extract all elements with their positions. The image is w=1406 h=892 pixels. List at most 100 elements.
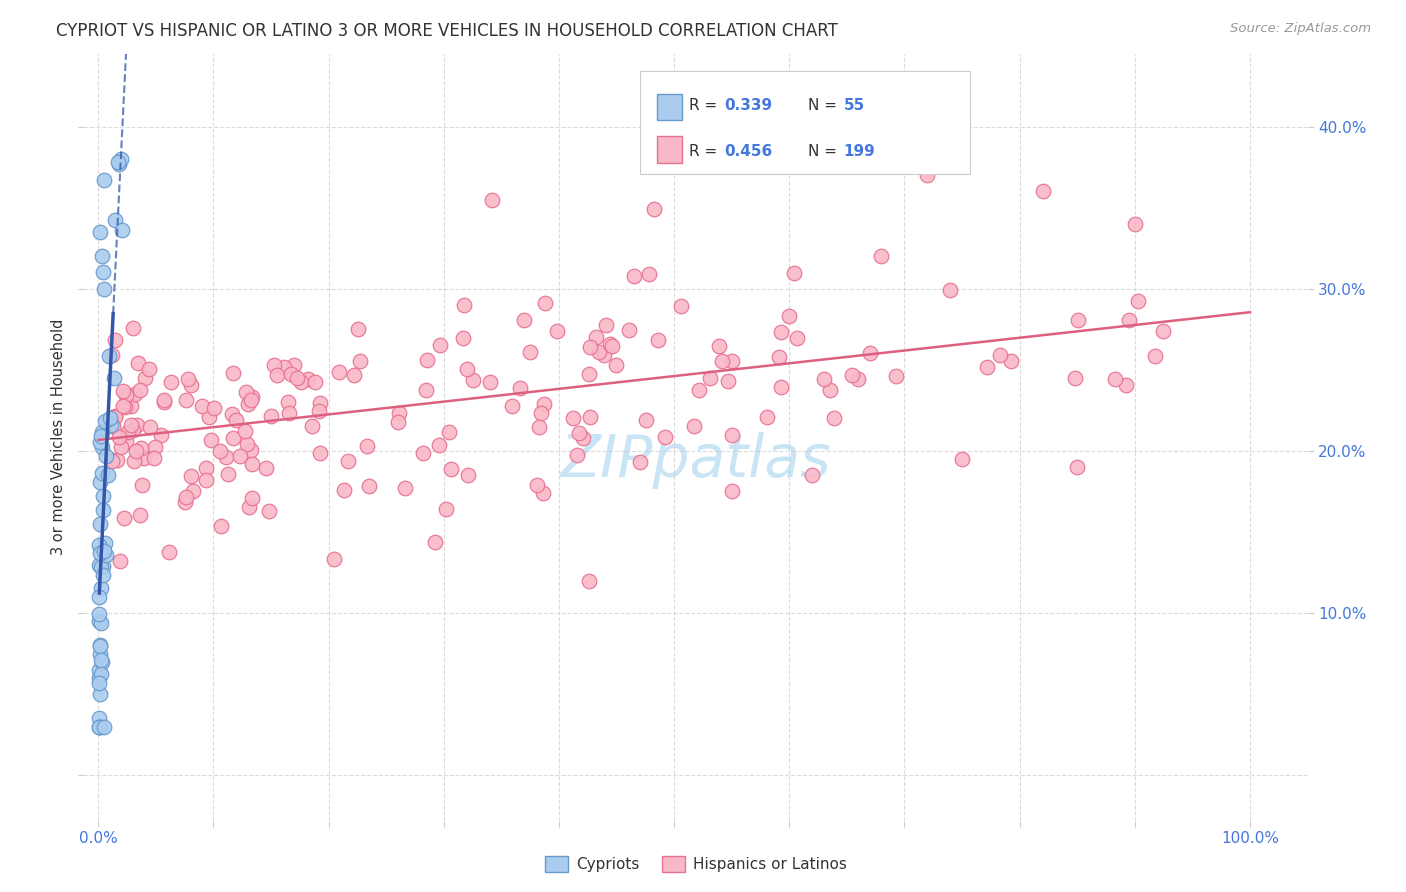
Point bbox=[107, 154, 129, 169]
Point bbox=[233, 424, 256, 438]
Point bbox=[104, 334, 127, 348]
Point bbox=[617, 323, 640, 337]
Point bbox=[481, 193, 503, 207]
Point bbox=[640, 144, 662, 158]
Point bbox=[89, 720, 111, 734]
Point bbox=[89, 590, 111, 604]
Point bbox=[600, 339, 623, 353]
Point bbox=[134, 371, 156, 385]
Point bbox=[180, 378, 202, 392]
Point bbox=[579, 340, 602, 354]
Point bbox=[240, 393, 263, 408]
Point bbox=[768, 350, 790, 364]
Point bbox=[434, 502, 457, 516]
Point bbox=[138, 420, 160, 434]
Point bbox=[1115, 378, 1137, 392]
Text: CYPRIOT VS HISPANIC OR LATINO 3 OR MORE VEHICLES IN HOUSEHOLD CORRELATION CHART: CYPRIOT VS HISPANIC OR LATINO 3 OR MORE … bbox=[56, 22, 838, 40]
Point bbox=[283, 358, 305, 372]
Point bbox=[221, 407, 243, 421]
Point bbox=[356, 439, 378, 453]
Point bbox=[91, 489, 114, 503]
Point bbox=[711, 353, 734, 368]
Point bbox=[884, 368, 907, 383]
Point bbox=[1144, 350, 1167, 364]
Point bbox=[277, 394, 299, 409]
Point bbox=[89, 614, 111, 628]
Point bbox=[90, 615, 112, 630]
Point bbox=[1128, 294, 1150, 309]
Point bbox=[217, 467, 239, 481]
Point bbox=[801, 468, 824, 483]
Point bbox=[257, 503, 280, 517]
Point bbox=[585, 330, 607, 344]
Point bbox=[93, 414, 115, 428]
Point bbox=[846, 372, 869, 386]
Point bbox=[89, 711, 111, 725]
Text: 199: 199 bbox=[844, 145, 876, 159]
Point bbox=[104, 213, 127, 227]
Point bbox=[416, 353, 439, 368]
Point bbox=[180, 469, 202, 483]
Point bbox=[114, 387, 136, 401]
Point bbox=[153, 393, 176, 408]
Point bbox=[110, 554, 132, 568]
Point bbox=[1032, 185, 1054, 199]
Point bbox=[309, 446, 332, 460]
Point bbox=[91, 466, 114, 480]
Point bbox=[769, 380, 792, 394]
Point bbox=[138, 361, 160, 376]
Point bbox=[215, 450, 238, 464]
Point bbox=[120, 417, 142, 432]
Point bbox=[634, 413, 657, 427]
Point bbox=[150, 427, 173, 442]
Point bbox=[90, 249, 112, 263]
Point bbox=[423, 535, 446, 549]
Point bbox=[859, 346, 882, 360]
Point bbox=[578, 574, 600, 588]
Point bbox=[456, 361, 478, 376]
Point bbox=[643, 202, 665, 216]
Point bbox=[91, 265, 114, 279]
Point bbox=[122, 423, 145, 437]
Point bbox=[174, 393, 197, 408]
Text: 55: 55 bbox=[844, 98, 865, 112]
Point bbox=[588, 345, 610, 359]
Point bbox=[89, 225, 111, 239]
Point bbox=[91, 567, 114, 582]
Point bbox=[181, 483, 204, 498]
Point bbox=[91, 440, 114, 454]
Point bbox=[769, 325, 792, 339]
Point bbox=[720, 484, 742, 499]
Point bbox=[236, 397, 259, 411]
Point bbox=[439, 462, 461, 476]
Point bbox=[579, 410, 602, 425]
Point bbox=[297, 372, 319, 386]
Point bbox=[280, 367, 302, 381]
Point bbox=[94, 548, 117, 562]
Point bbox=[683, 418, 706, 433]
Point bbox=[387, 415, 409, 429]
Point bbox=[238, 500, 260, 514]
Point bbox=[526, 477, 548, 491]
Point bbox=[90, 666, 112, 681]
Point bbox=[308, 396, 330, 410]
Point bbox=[115, 434, 138, 449]
Point bbox=[595, 318, 617, 333]
Point bbox=[143, 440, 166, 454]
Text: 0.339: 0.339 bbox=[724, 98, 772, 112]
Point bbox=[127, 418, 149, 433]
Point bbox=[599, 336, 621, 351]
Point bbox=[721, 354, 744, 368]
Point bbox=[783, 265, 806, 279]
Point bbox=[950, 452, 973, 467]
Point bbox=[173, 495, 195, 509]
Point bbox=[209, 519, 232, 533]
Point bbox=[1123, 217, 1146, 231]
Point bbox=[453, 298, 475, 312]
Point bbox=[256, 461, 278, 475]
Point bbox=[89, 720, 111, 734]
Point bbox=[322, 552, 344, 566]
Point bbox=[717, 374, 740, 388]
Point bbox=[89, 663, 111, 677]
Point bbox=[176, 490, 198, 504]
